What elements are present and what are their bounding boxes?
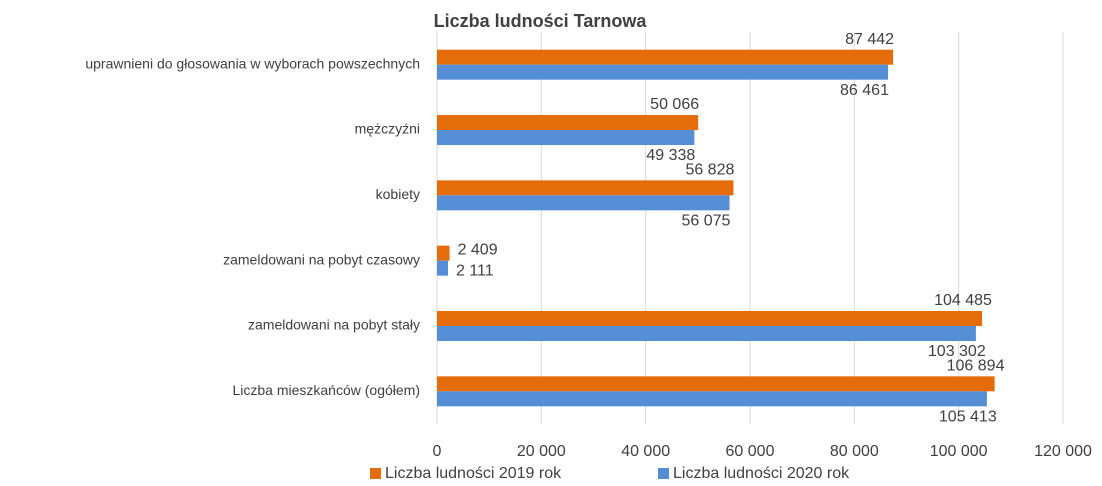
y-tick-label: uprawnieni do głosowania w wyborach pows… — [85, 55, 420, 71]
legend-swatch — [370, 468, 381, 479]
x-tick-label: 120 000 — [1034, 443, 1092, 460]
data-label: 49 338 — [646, 147, 695, 164]
bar — [437, 49, 894, 65]
y-tick-label: Liczba mieszkańców (ogółem) — [232, 382, 420, 398]
bar — [437, 391, 987, 407]
bar — [437, 64, 889, 80]
data-label: 86 461 — [840, 82, 889, 99]
bar — [437, 180, 734, 196]
data-label: 105 413 — [939, 409, 997, 426]
bar — [437, 376, 995, 392]
data-label: 103 302 — [928, 343, 986, 360]
x-tick-label: 60 000 — [726, 443, 775, 460]
bar — [437, 195, 730, 211]
bar — [437, 326, 976, 341]
x-tick-label: 20 000 — [517, 443, 566, 460]
data-label: 106 894 — [947, 358, 1005, 375]
x-tick-label: 40 000 — [621, 443, 670, 460]
legend-label: Liczba ludności 2020 rok — [673, 465, 850, 482]
x-tick-label: 100 000 — [930, 443, 988, 460]
bar — [437, 245, 450, 261]
data-label: 56 828 — [685, 162, 734, 179]
bar — [437, 260, 449, 276]
y-tick-label: mężczyźni — [355, 121, 420, 137]
y-tick-label: kobiety — [376, 186, 420, 202]
data-label: 2 409 — [458, 241, 498, 258]
bar — [437, 115, 699, 130]
legend-swatch — [658, 468, 669, 479]
data-label: 87 442 — [845, 31, 894, 48]
data-label: 56 075 — [682, 213, 731, 230]
y-tick-label: zameldowani na pobyt czasowy — [223, 251, 420, 267]
bar — [437, 130, 695, 145]
x-tick-label: 80 000 — [830, 443, 879, 460]
chart-title: Liczba ludności Tarnowa — [434, 11, 648, 31]
data-label: 50 066 — [650, 96, 699, 113]
bar — [437, 311, 983, 326]
data-label: 104 485 — [934, 292, 992, 309]
x-tick-label: 0 — [433, 443, 442, 460]
y-tick-label: zameldowani na pobyt stały — [248, 317, 420, 333]
legend-label: Liczba ludności 2019 rok — [385, 465, 562, 482]
data-label: 2 111 — [456, 262, 494, 279]
